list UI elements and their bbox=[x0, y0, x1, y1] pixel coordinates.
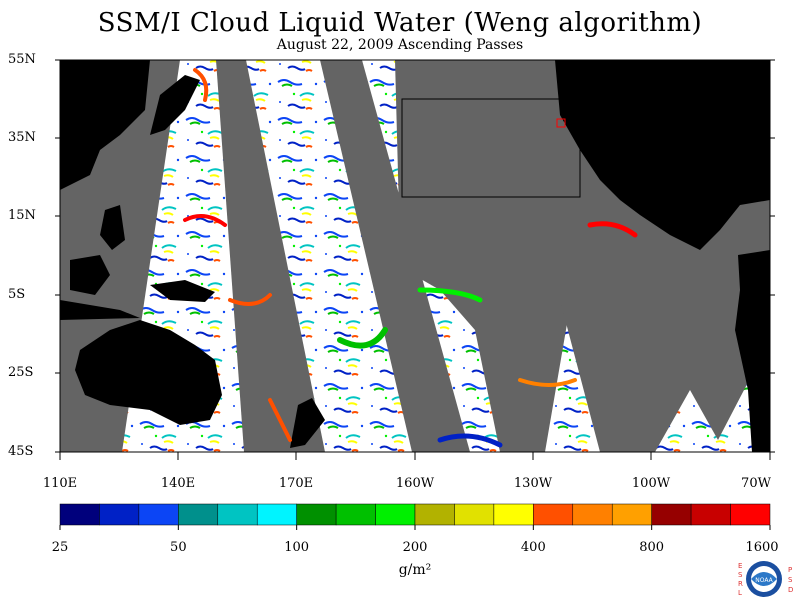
colorbar-swatch bbox=[178, 503, 219, 526]
colorbar-label: 50 bbox=[170, 540, 187, 555]
colorbar-swatch bbox=[414, 503, 455, 526]
map-title: SSM/I Cloud Liquid Water (Weng algorithm… bbox=[97, 8, 703, 38]
colorbar-swatch bbox=[335, 503, 376, 526]
colorbar bbox=[59, 503, 771, 530]
lat-label: 35N bbox=[8, 130, 36, 145]
colorbar-swatch bbox=[651, 503, 692, 526]
colorbar-swatch bbox=[99, 503, 140, 526]
lat-label: 25S bbox=[8, 365, 34, 380]
colorbar-swatch bbox=[533, 503, 574, 526]
colorbar-swatch bbox=[730, 503, 771, 526]
lon-label: 170E bbox=[278, 476, 314, 491]
colorbar-swatch bbox=[375, 503, 416, 526]
svg-text:S: S bbox=[738, 571, 743, 579]
colorbar-swatch bbox=[256, 503, 297, 526]
colorbar-swatch bbox=[296, 503, 337, 526]
colorbar-swatch bbox=[138, 503, 179, 526]
lon-label: 110E bbox=[42, 476, 78, 491]
land-masses bbox=[60, 60, 770, 452]
colorbar-swatch bbox=[217, 503, 258, 526]
lon-label: 160W bbox=[395, 476, 435, 491]
lat-label: 15N bbox=[8, 208, 36, 223]
lon-label: 130W bbox=[513, 476, 553, 491]
svg-text:D: D bbox=[788, 586, 793, 594]
colorbar-swatch bbox=[454, 503, 495, 526]
colorbar-swatch bbox=[493, 503, 534, 526]
colorbar-label: 400 bbox=[520, 540, 546, 555]
lat-label: 45S bbox=[8, 444, 34, 459]
svg-text:S: S bbox=[788, 576, 793, 584]
colorbar-label: 100 bbox=[284, 540, 310, 555]
map-subtitle: August 22, 2009 Ascending Passes bbox=[276, 37, 524, 53]
colorbar-swatch bbox=[611, 503, 652, 526]
lat-label: 55N bbox=[8, 52, 36, 67]
svg-text:E: E bbox=[738, 562, 742, 570]
axis-ticks bbox=[55, 59, 775, 460]
lon-label: 70W bbox=[741, 476, 771, 491]
station-marker bbox=[556, 118, 566, 128]
colorbar-label: 25 bbox=[51, 540, 69, 555]
svg-text:R: R bbox=[738, 580, 743, 588]
region-box bbox=[401, 98, 581, 198]
colorbar-label: 800 bbox=[639, 540, 665, 555]
colorbar-label: 1600 bbox=[745, 540, 779, 555]
unit-label: g/m² bbox=[398, 562, 432, 578]
logo-center-text: NOAA bbox=[755, 577, 773, 584]
lat-label: 5S bbox=[8, 287, 26, 302]
colorbar-swatch bbox=[572, 503, 613, 526]
lon-label: 100W bbox=[631, 476, 671, 491]
colorbar-swatch bbox=[690, 503, 731, 526]
colorbar-swatch bbox=[59, 503, 100, 526]
noaa-esrl-psd-logo: NOAA E S R L P S D bbox=[738, 561, 793, 597]
svg-text:P: P bbox=[788, 566, 792, 574]
cloud-bands bbox=[183, 68, 638, 448]
svg-text:L: L bbox=[738, 589, 742, 597]
colorbar-label: 200 bbox=[402, 540, 428, 555]
lon-label: 140E bbox=[160, 476, 196, 491]
